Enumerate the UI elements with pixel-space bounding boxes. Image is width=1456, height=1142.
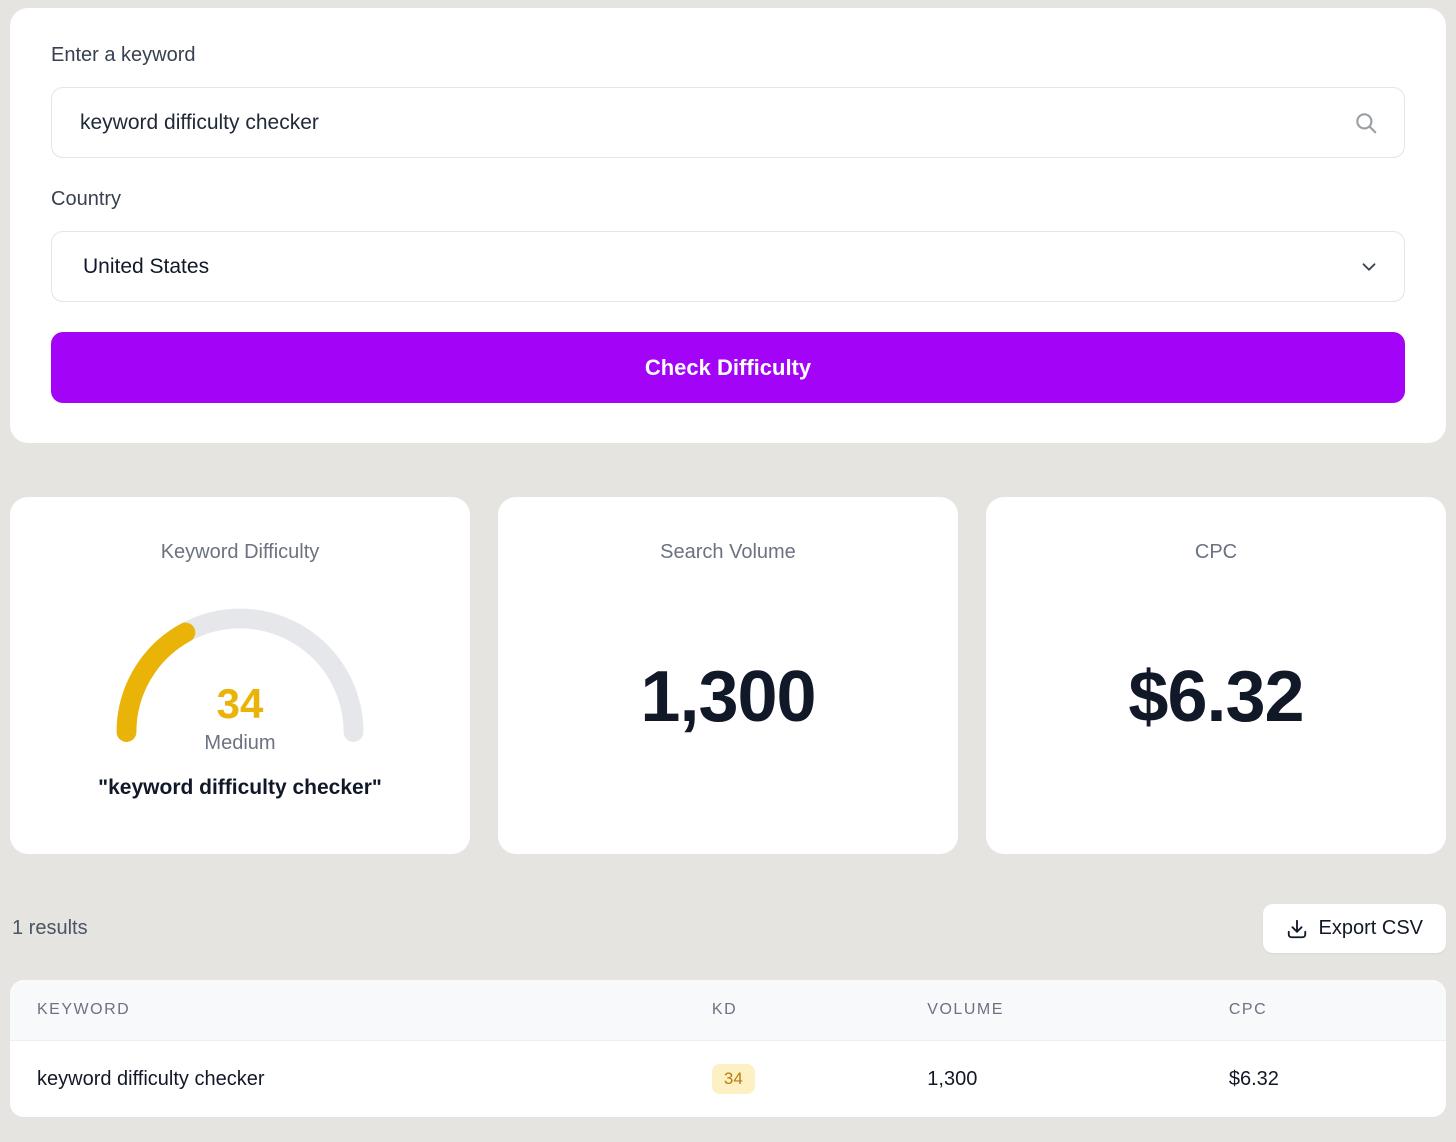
row-keyword: keyword difficulty checker — [37, 1067, 265, 1090]
keyword-input[interactable] — [51, 87, 1405, 158]
cpc-value: $6.32 — [1128, 657, 1304, 737]
export-csv-label: Export CSV — [1318, 917, 1423, 939]
table-row: keyword difficulty checker 34 1,300 $6.3… — [10, 1040, 1446, 1117]
kd-badge: 34 — [711, 1064, 755, 1094]
table-header-kd: KD — [711, 1001, 738, 1018]
check-difficulty-button[interactable]: Check Difficulty — [51, 332, 1405, 403]
cpc-title: CPC — [1194, 541, 1238, 563]
difficulty-score: 34 — [216, 680, 264, 727]
keyword-difficulty-card: Keyword Difficulty 34 Medium "keyword di… — [10, 497, 470, 854]
search-volume-card: Search Volume 1,300 — [498, 497, 958, 854]
difficulty-level: Medium — [204, 732, 276, 754]
difficulty-gauge: 34 Medium — [108, 596, 372, 754]
cpc-card: CPC $6.32 — [986, 497, 1446, 854]
difficulty-keyword: "keyword difficulty checker" — [98, 776, 382, 799]
keyword-difficulty-title: Keyword Difficulty — [160, 541, 320, 563]
results-count: 1 results — [12, 917, 88, 939]
metrics-row: Keyword Difficulty 34 Medium "keyword di… — [10, 497, 1446, 854]
country-select-value: United States — [83, 254, 210, 278]
search-volume-value: 1,300 — [640, 657, 816, 737]
table-header-cpc: CPC — [1228, 1001, 1268, 1018]
results-table: KEYWORD KD VOLUME CPC keyword difficulty… — [10, 980, 1446, 1117]
row-cpc: $6.32 — [1228, 1067, 1279, 1090]
country-label: Country — [51, 188, 122, 210]
search-volume-title: Search Volume — [660, 541, 796, 563]
row-volume: 1,300 — [927, 1067, 978, 1090]
search-icon — [1353, 110, 1379, 136]
table-header-row: KEYWORD KD VOLUME CPC — [10, 980, 1446, 1040]
difficulty-gauge-fill — [116, 608, 364, 742]
row-kd: 34 — [685, 1064, 900, 1094]
export-csv-button[interactable]: Export CSV — [1262, 904, 1446, 953]
keyword-label: Enter a keyword — [51, 44, 196, 66]
keyword-input-wrap — [51, 87, 1405, 158]
search-form-card: Enter a keyword Country United States Ch… — [10, 8, 1446, 443]
country-select[interactable]: United States — [51, 231, 1405, 302]
table-header-keyword: KEYWORD — [37, 1001, 131, 1018]
download-icon — [1286, 918, 1308, 940]
results-bar: 1 results Export CSV — [10, 904, 1446, 953]
page: Enter a keyword Country United States Ch… — [0, 8, 1456, 1117]
gauge-center: 34 Medium — [108, 680, 372, 755]
chevron-down-icon — [1358, 256, 1380, 278]
table-header-volume: VOLUME — [927, 1001, 1004, 1018]
